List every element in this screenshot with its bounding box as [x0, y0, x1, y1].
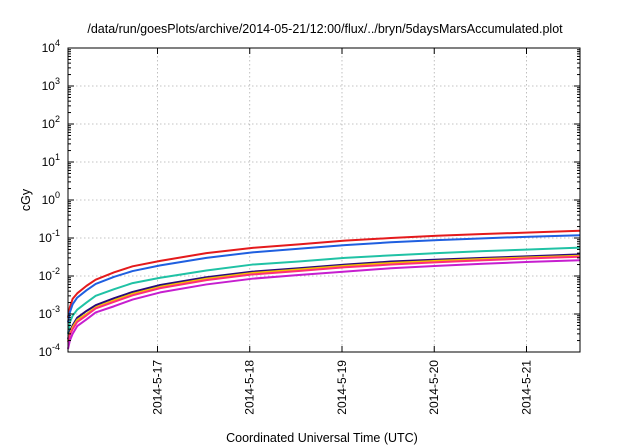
plot-area [67, 229, 581, 350]
series-line-2 [67, 234, 581, 323]
x-tick-label: 2014-5-17 [150, 360, 164, 415]
x-tick-label: 2014-5-19 [335, 360, 349, 415]
axis-ticks [68, 47, 580, 353]
y-tick-label: 100 [42, 190, 60, 207]
chart-title: /data/run/goesPlots/archive/2014-05-21/1… [87, 22, 563, 36]
series-line-4 [67, 253, 581, 340]
x-tick-label: 2014-5-21 [519, 360, 533, 415]
y-tick-label: 104 [42, 38, 60, 55]
series-line-1 [67, 229, 581, 318]
series-line-5 [67, 254, 581, 341]
y-tick-label: 10-3 [39, 304, 60, 321]
x-tick-label: 2014-5-20 [427, 360, 441, 415]
grid [68, 48, 580, 352]
series-line-6 [67, 255, 581, 343]
y-axis-title: cGy [19, 188, 33, 211]
series-line-3 [67, 246, 581, 335]
y-tick-label: 103 [42, 76, 60, 93]
y-tick-label: 102 [42, 114, 60, 131]
x-tick-label: 2014-5-18 [243, 360, 257, 415]
x-axis-title: Coordinated Universal Time (UTC) [226, 431, 418, 445]
x-tick-labels: 2014-5-17 2014-5-18 2014-5-19 2014-5-20 2014… [150, 360, 533, 415]
y-tick-labels: 10-4 10-3 10-2 10-1 100 101 102 103 104 [39, 38, 60, 359]
series-line-7 [67, 259, 581, 350]
y-tick-label: 10-2 [39, 266, 60, 283]
y-tick-label: 10-4 [39, 342, 60, 359]
y-tick-label: 101 [42, 152, 60, 169]
y-tick-label: 10-1 [39, 228, 60, 245]
